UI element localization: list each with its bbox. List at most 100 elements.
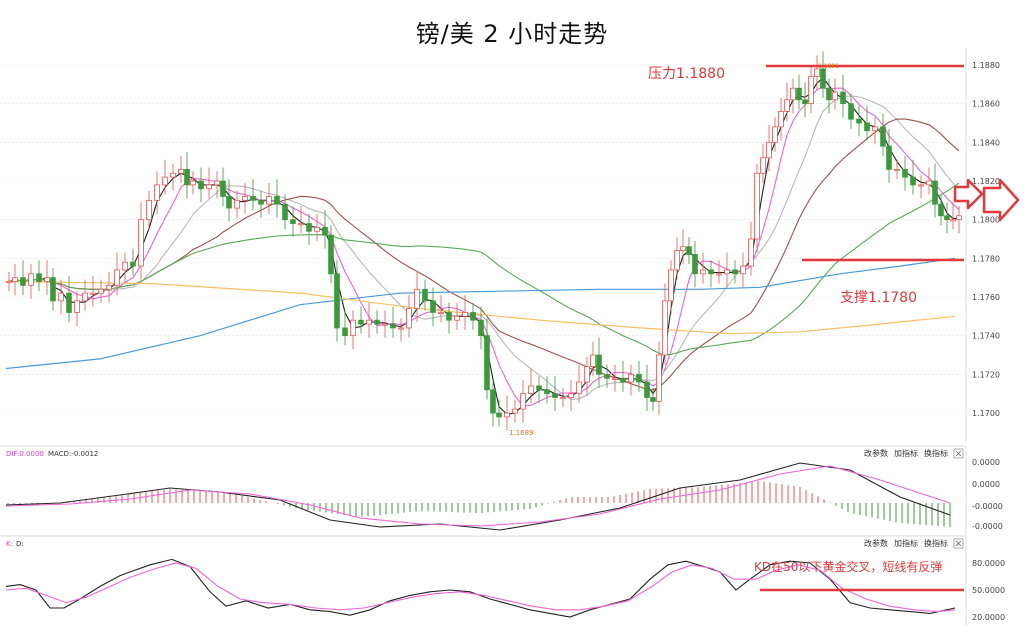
candle-body	[198, 180, 204, 190]
macd-panel: DIF:0.0000 MACD:-0.0012 改参数 加指标 换指标 0.00…	[0, 445, 1003, 535]
candle-body	[28, 273, 34, 286]
candle-body	[528, 385, 534, 395]
candle-body	[560, 397, 566, 400]
candle-body	[880, 126, 886, 147]
y-tick-label: 1.1780	[972, 254, 1000, 263]
candle-body	[628, 373, 634, 383]
candle-body	[90, 292, 96, 295]
candle-body	[520, 393, 526, 410]
macd-y-tick-label: -0.0000	[972, 502, 1003, 511]
candle-body	[406, 308, 412, 329]
candle-body	[106, 284, 112, 290]
main-panel: 1.1880 1.1860 1.1840 1.1820 1.1800 1.1780 1.17…	[0, 48, 1020, 441]
candle-body	[576, 381, 582, 395]
candle-body	[342, 327, 348, 337]
candle-body	[82, 292, 88, 302]
candle-body	[784, 99, 790, 112]
candle-body	[114, 269, 120, 286]
candle-body	[504, 412, 510, 418]
macd-switch-indicator-button[interactable]: 换指标	[924, 448, 948, 458]
candle-body	[258, 199, 264, 205]
candle-body	[322, 226, 328, 236]
candle-body	[226, 196, 232, 209]
candle-body	[656, 354, 662, 402]
ma-line-lightgray	[8, 95, 960, 401]
candle-body	[430, 300, 436, 313]
candle-body	[184, 168, 190, 186]
candle-body	[390, 323, 396, 329]
y-tick-label: 1.1880	[972, 61, 1000, 70]
macd-add-indicator-button[interactable]: 加指标	[894, 448, 918, 458]
candle-body	[170, 172, 176, 178]
candle-body	[290, 219, 296, 224]
candle-body	[98, 288, 104, 294]
candle-body	[848, 103, 854, 120]
candle-body	[840, 91, 846, 105]
y-tick-label: 1.1700	[972, 409, 1000, 418]
ma-line-blue	[5, 257, 956, 370]
y-tick-label: 1.1840	[972, 138, 1000, 147]
candle-body	[398, 327, 404, 330]
candle-body	[894, 168, 900, 171]
y-tick-label: 1.1740	[972, 332, 1000, 341]
macd-dea-line	[5, 465, 951, 527]
candle-body	[584, 366, 590, 383]
candle-body	[802, 99, 808, 105]
candle-body	[154, 184, 160, 201]
kd-change-params-button[interactable]: 改参数	[864, 538, 888, 548]
candle-body	[242, 196, 248, 201]
arrow-right-icon	[982, 178, 1020, 222]
candle-body	[926, 180, 932, 186]
candle-body	[604, 373, 610, 379]
macd-dif-line	[5, 462, 951, 531]
kd-y-tick-label: 50.0000	[972, 586, 1005, 595]
candle-body	[826, 87, 832, 101]
macd-y-tick-label: -0.0000	[972, 522, 1003, 531]
candle-body	[50, 277, 56, 302]
candle-body	[662, 300, 668, 356]
candle-body	[796, 87, 802, 101]
candle-body	[484, 335, 490, 391]
candle-body	[446, 312, 452, 321]
candle-body	[918, 184, 924, 187]
candle-body	[478, 319, 484, 337]
candle-body	[820, 68, 826, 89]
candle-body	[732, 269, 738, 275]
candle-body	[490, 389, 496, 414]
candle-body	[754, 172, 760, 240]
candle-body	[932, 180, 938, 205]
candle-body	[668, 269, 674, 302]
candle-body	[590, 354, 596, 367]
candle-body	[886, 145, 892, 170]
candle-body	[700, 269, 706, 275]
candle-body	[266, 196, 272, 205]
candle-body	[544, 389, 550, 395]
kd-switch-indicator-button[interactable]: 换指标	[924, 538, 948, 548]
candle-body	[512, 408, 518, 414]
candle-body	[234, 199, 240, 209]
candle-body	[214, 180, 220, 186]
candle-body	[6, 281, 12, 284]
candle-body	[438, 312, 444, 315]
candle-body	[422, 288, 428, 302]
candle-body	[162, 176, 168, 186]
kd-k-label: K:	[6, 540, 13, 548]
candle-body	[856, 118, 862, 124]
y-tick-label: 1.1760	[972, 293, 1000, 302]
macd-value-label: MACD:-0.0012	[48, 450, 98, 458]
candle-body	[536, 385, 542, 391]
candle-body	[350, 319, 356, 337]
candle-body	[814, 68, 820, 78]
candle-body	[708, 269, 714, 275]
candle-body	[36, 273, 42, 282]
ma-line-green	[8, 182, 960, 356]
candle-body	[740, 265, 746, 275]
kd-add-indicator-button[interactable]: 加指标	[894, 538, 918, 548]
kd-y-tick-label: 20.0000	[972, 613, 1005, 622]
candle-body	[864, 122, 870, 132]
macd-change-params-button[interactable]: 改参数	[864, 448, 888, 458]
kd-panel: K: D: 改参数 加指标 换指标 80.000050.000020.0000 …	[0, 535, 1005, 626]
resistance-label: 压力1.1880	[648, 66, 725, 82]
candle-body	[334, 273, 340, 329]
